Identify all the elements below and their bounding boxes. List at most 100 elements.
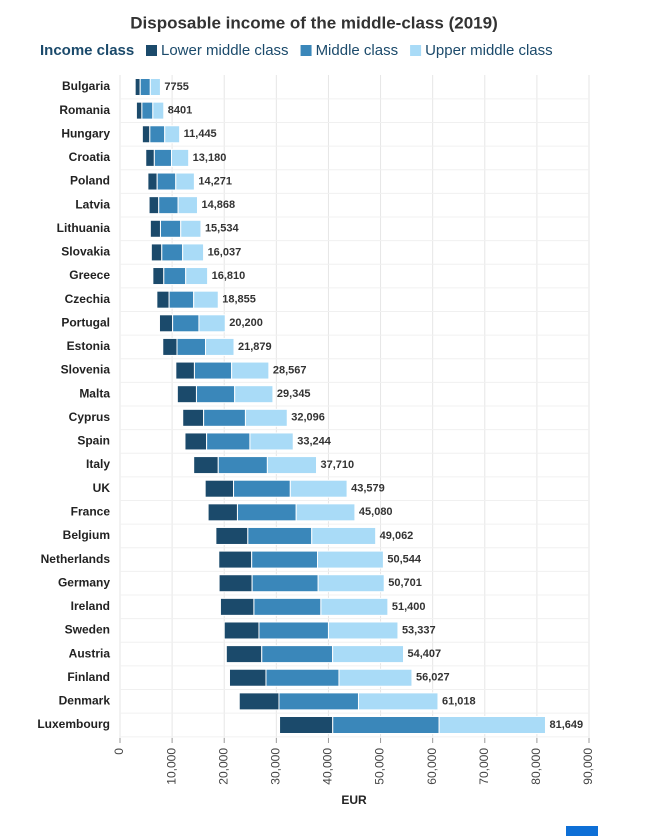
- bar-segment: [141, 101, 154, 120]
- bar-segment: [175, 172, 195, 191]
- y-tick-label: Greece: [69, 268, 110, 282]
- data-label: 21,879: [238, 341, 272, 353]
- bar-segment: [279, 716, 334, 734]
- bar-segment: [150, 243, 163, 262]
- y-tick-label: Cyprus: [69, 410, 111, 424]
- data-label: 54,407: [408, 648, 442, 660]
- chart-title: Disposable income of the middle-class (2…: [130, 13, 498, 32]
- x-tick-label: 0: [112, 748, 126, 755]
- data-label: 61,018: [442, 695, 476, 707]
- y-tick-label: Romania: [59, 103, 110, 117]
- y-tick-label: Finland: [67, 670, 110, 684]
- x-tick-label: 10,000: [164, 748, 178, 785]
- bar-segment: [266, 456, 318, 475]
- bar-segment: [311, 526, 377, 545]
- data-label: 33,244: [297, 435, 332, 447]
- data-label: 51,400: [392, 601, 426, 613]
- bar-segment: [175, 361, 195, 380]
- legend-label: Lower middle class: [161, 42, 289, 59]
- bar-segment: [249, 432, 294, 451]
- legend-swatch: [410, 45, 422, 56]
- x-tick-label: 20,000: [216, 748, 230, 785]
- bar-segment: [176, 385, 197, 404]
- data-label: 28,567: [273, 364, 307, 376]
- data-label: 50,701: [388, 577, 422, 589]
- bar-segment: [149, 125, 166, 144]
- bar-segment: [218, 550, 253, 569]
- data-label: 13,180: [193, 152, 227, 164]
- y-tick-label: Bulgaria: [62, 79, 110, 93]
- bar-segment: [163, 267, 187, 286]
- bar-segment: [159, 219, 182, 238]
- data-label: 56,027: [416, 672, 450, 684]
- legend-swatch: [146, 45, 157, 56]
- bar-segment: [438, 716, 546, 734]
- y-tick-label: Netherlands: [41, 552, 111, 566]
- bar-segment: [357, 692, 439, 711]
- bar-segment: [135, 101, 143, 120]
- bar-segment: [177, 196, 198, 215]
- legend-title: Income class: [40, 42, 134, 59]
- data-label: 49,062: [380, 530, 414, 542]
- y-tick-label: Czechia: [65, 292, 111, 306]
- bar-segment: [207, 503, 238, 522]
- bar-segment: [204, 479, 235, 498]
- bar-segment: [193, 456, 219, 475]
- y-tick-label: Luxembourg: [37, 717, 110, 731]
- bar-segment: [217, 456, 268, 475]
- bar-segment: [251, 574, 319, 593]
- bar-segment: [195, 385, 236, 404]
- x-tick-label: 60,000: [425, 748, 439, 785]
- bar-segment: [289, 479, 348, 498]
- bar-segment: [148, 196, 160, 215]
- y-tick-label: Germany: [58, 575, 110, 589]
- bar-segment: [278, 692, 359, 711]
- x-tick-label: 80,000: [529, 748, 543, 785]
- bar-segment: [152, 267, 165, 286]
- data-label: 18,855: [222, 294, 256, 306]
- bar-segment: [198, 314, 226, 333]
- y-tick-label: Spain: [77, 434, 110, 448]
- bar-segment: [149, 78, 161, 96]
- data-label: 20,200: [229, 317, 263, 329]
- bar-segment: [134, 78, 141, 96]
- bar-segment: [317, 550, 384, 569]
- bar-segment: [162, 337, 178, 356]
- data-label: 14,868: [201, 199, 235, 211]
- bar-segment: [158, 314, 174, 333]
- data-label: 11,445: [184, 128, 217, 140]
- legend-label: Upper middle class: [425, 42, 553, 59]
- data-label: 16,810: [212, 270, 246, 282]
- y-tick-label: Hungary: [61, 126, 110, 140]
- bar-segment: [184, 432, 208, 451]
- data-label: 8401: [168, 105, 192, 117]
- bar-segment: [172, 314, 200, 333]
- data-label: 81,649: [549, 719, 583, 731]
- bar-segment: [253, 597, 322, 616]
- x-tick-label: 40,000: [321, 748, 335, 785]
- bar-segment: [218, 574, 253, 593]
- bar-segment: [141, 125, 151, 144]
- bar-segment: [182, 243, 205, 262]
- y-tick-label: France: [71, 505, 111, 519]
- bar-segment: [233, 479, 291, 498]
- y-tick-label: Poland: [70, 174, 110, 188]
- y-tick-label: Slovakia: [61, 245, 110, 259]
- bar-segment: [295, 503, 356, 522]
- bar-segment: [168, 290, 195, 309]
- logo: [566, 826, 598, 836]
- bar-segment: [158, 196, 179, 215]
- bar-segment: [332, 716, 440, 734]
- bar-segment: [251, 550, 319, 569]
- y-tick-label: Slovenia: [61, 363, 111, 377]
- data-label: 45,080: [359, 506, 393, 518]
- bar-segment: [205, 337, 235, 356]
- bar-segment: [182, 408, 205, 427]
- bar-segment: [176, 337, 207, 356]
- y-tick-label: Lithuania: [57, 221, 111, 235]
- data-label: 50,544: [387, 553, 422, 565]
- bar-segment: [180, 219, 202, 238]
- y-tick-label: Malta: [79, 386, 110, 400]
- bar-segment: [171, 148, 190, 167]
